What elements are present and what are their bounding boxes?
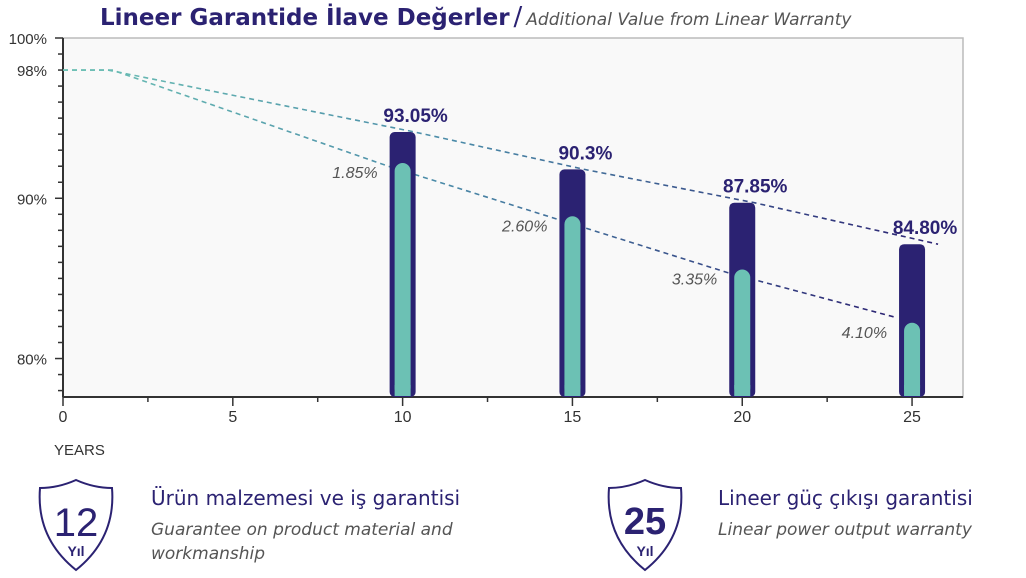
teal-bar-base [394,385,411,396]
teal-bar [564,216,581,396]
shield-icon: 25 Yıl [607,478,683,572]
y-tick-label: 90% [17,191,47,208]
chart-title: Lineer Garantide İlave Değerler / Addition… [100,2,851,32]
shield-years: 25 [624,501,666,543]
warranty-title: Ürün malzemesi ve iş garantisi [151,486,461,510]
x-tick-label: 10 [394,409,412,426]
warranty-subtitle: Linear power output warranty [718,520,972,540]
navy-value-label: 93.05% [383,106,448,127]
teal-bar-base [904,385,921,396]
x-axis-label: YEARS [54,442,105,459]
shield-unit: Yıl [67,543,84,559]
teal-bar-base [734,385,751,396]
teal-bar [904,322,921,396]
navy-value-label: 87.85% [723,177,788,198]
teal-bar-base [564,385,581,396]
x-tick-label: 5 [228,409,237,426]
teal-value-label: 1.85% [332,165,377,182]
x-tick-label: 0 [59,409,68,426]
teal-value-label: 3.35% [672,272,717,289]
x-tick-label: 25 [903,409,921,426]
title-turkish: Lineer Garantide İlave Değerler [100,5,510,31]
warranty-chart: 100% 98% 90% 80% 0 5 10 15 20 25 93.05% 1.85% 90.3%… [9,31,964,459]
y-tick-label: 100% [9,31,47,48]
teal-bar [394,163,411,396]
navy-value-label: 90.3% [558,143,612,164]
shield-unit: Yıl [636,543,653,559]
title-separator: / [513,2,523,32]
navy-value-label: 84.80% [893,218,958,239]
teal-value-label: 2.60% [501,218,547,235]
warranty-subtitle: Guarantee on product material and workma… [151,520,453,564]
teal-bar [734,269,751,396]
x-tick-label: 20 [733,409,751,426]
x-tick-label: 15 [564,409,582,426]
teal-value-label: 4.10% [842,325,887,342]
teal-trend-line [63,69,898,319]
y-tick-label: 98% [17,63,47,80]
title-english: Additional Value from Linear Warranty [526,10,852,30]
shield-years: 12 [54,501,99,545]
shield-icon: 12 Yıl [38,478,114,572]
warranty-title: Lineer güç çıkışı garantisi [718,486,973,510]
y-tick-label: 80% [17,352,47,369]
plot-area [62,37,964,398]
